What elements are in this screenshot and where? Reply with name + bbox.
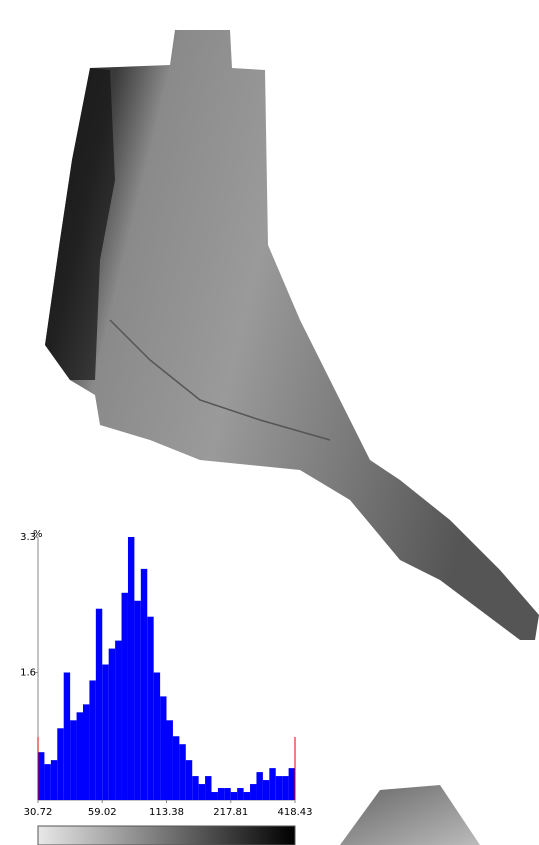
bar	[224, 788, 230, 800]
x-tick-label: 217.81	[213, 807, 248, 818]
x-tick-label: 30.72	[24, 807, 53, 818]
bar	[263, 780, 269, 800]
bar	[179, 744, 185, 800]
bar	[70, 720, 76, 800]
bar	[244, 792, 250, 800]
bar	[38, 752, 44, 800]
bar	[237, 788, 243, 800]
bar	[77, 712, 83, 800]
bar	[256, 772, 262, 800]
screen: % 1.63.330.7259.02113.38217.81418.43	[0, 0, 539, 845]
bar	[115, 641, 121, 800]
bar	[218, 788, 224, 800]
bar	[57, 728, 63, 800]
x-tick-label: 418.43	[278, 807, 313, 818]
bar	[147, 617, 153, 800]
bar	[122, 593, 128, 800]
bar	[289, 768, 295, 800]
bar	[186, 760, 192, 800]
bar	[192, 776, 198, 800]
bar	[89, 680, 95, 800]
y-tick-label: 3.3	[20, 532, 36, 543]
bar	[250, 784, 256, 800]
bar	[167, 720, 173, 800]
bar	[160, 696, 166, 800]
bar	[269, 768, 275, 800]
bar	[141, 569, 147, 800]
bar	[173, 736, 179, 800]
bar	[83, 704, 89, 800]
bar	[64, 672, 70, 800]
bar	[154, 672, 160, 800]
x-tick-label: 113.38	[149, 807, 184, 818]
y-tick-label: 1.6	[20, 667, 36, 678]
bar	[231, 792, 237, 800]
bar	[51, 760, 57, 800]
bar	[96, 609, 102, 800]
x-tick-label: 59.02	[88, 807, 117, 818]
bar	[109, 649, 115, 800]
bar	[44, 764, 50, 800]
survey-area-2	[340, 785, 480, 845]
bar	[199, 784, 205, 800]
bar	[102, 665, 108, 800]
color-bar	[38, 826, 295, 845]
bar	[212, 792, 218, 800]
bar	[205, 776, 211, 800]
bar	[282, 776, 288, 800]
bar	[134, 601, 140, 800]
bar	[276, 776, 282, 800]
bar	[128, 537, 134, 800]
